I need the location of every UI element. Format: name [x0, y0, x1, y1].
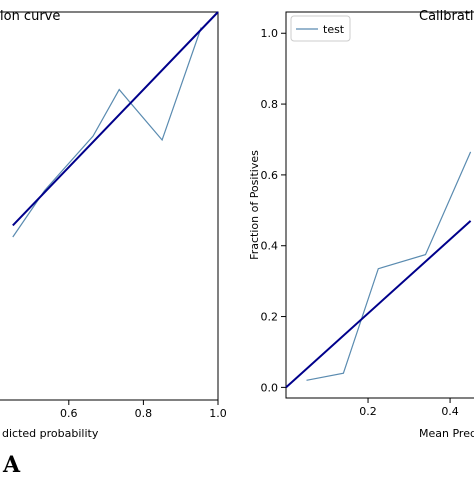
plot-frame [285, 11, 474, 399]
legend-label: test [323, 23, 345, 36]
y-tick-label: 0.4 [261, 240, 279, 253]
plot-frame [0, 11, 219, 401]
chart-title: Calibrati [419, 9, 474, 24]
chart-title: ion curve [0, 9, 60, 24]
x-tick-label: 0.4 [441, 405, 459, 418]
y-tick-label: 0.8 [261, 98, 279, 111]
y-tick-label: 0.0 [261, 381, 279, 394]
calibration-series-line [306, 151, 472, 381]
x-axis-label: dicted probability [2, 427, 99, 440]
perfect-calibration-line [285, 220, 472, 389]
y-axis-label: Fraction of Positives [248, 150, 261, 260]
y-tick-label: 0.6 [261, 169, 279, 182]
legend: test [290, 15, 351, 42]
x-tick-label: 0.6 [60, 407, 78, 420]
x-tick-label: 0.8 [135, 407, 153, 420]
x-tick-label: 1.0 [209, 407, 227, 420]
legend-box [290, 15, 351, 42]
perfect-calibration-line [12, 11, 219, 227]
y-tick-label: 1.0 [261, 27, 279, 40]
x-tick-label: 0.2 [359, 405, 377, 418]
figure-label: A [2, 452, 21, 474]
right-calibration-panel: 0.0 0.2 0.4 0.6 0.8 1.0 0.2 0.4 Calibrati Mean Pr… [248, 9, 474, 440]
left-calibration-panel: 0.6 0.8 1.0 ion curve dicted probability [0, 9, 227, 440]
x-axis-label: Mean Predi [419, 427, 474, 440]
y-tick-label: 0.2 [261, 311, 279, 324]
